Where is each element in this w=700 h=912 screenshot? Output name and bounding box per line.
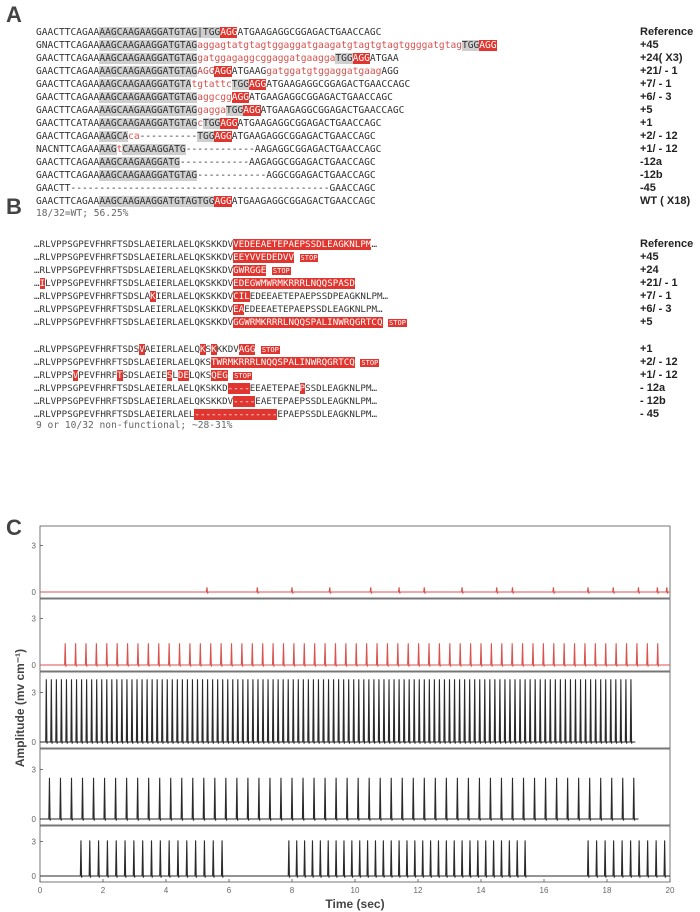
y-tick-label: 0 [32, 588, 37, 597]
stop-badge: STOP [271, 267, 291, 275]
dna-seq-plus45: GNACTTCAGAAAAGCAAGAAGGATGTAGaggagtatgtag… [36, 40, 497, 51]
protein-label: +5 [640, 316, 653, 328]
stop-badge: STOP [388, 319, 407, 327]
protein-label: +1 [640, 343, 653, 355]
trace-panel-frame [39, 748, 671, 826]
trace-line [40, 777, 639, 821]
dna-seq-plus21: GAACTTCAGAAAAGCAAGAAGGATGTAGAGGAGGATGAAG… [36, 66, 399, 77]
trace-panel-frame [39, 598, 671, 672]
y-tick-label: 3 [32, 766, 37, 775]
dna-seq-plus7: GAACTTCAGAAAAGCAAGAAGGATGTAtgtattcTGGAGG… [36, 79, 411, 90]
x-tick-label: 10 [351, 886, 360, 895]
dna-seq-minus12b: GAACTTCAGAAAAGCAAGAAGGATGTAG------------… [36, 170, 376, 181]
allele-label: WT ( X18) [640, 195, 691, 207]
dna-seq-plus24: GAACTTCAGAAAAGCAAGAAGGATGTAGgatggagaggcg… [36, 53, 399, 64]
protein-seq-minus12b: …RLVPPSGPEVFHRFTSDSLAEIERLAELQKSKKDV----… [34, 396, 377, 407]
protein-seq-plus24: …RLVPPSGPEVFHRFTSDSLAEIERLAELQKSKKDVGWRG… [34, 265, 291, 276]
allele-label: Reference [640, 26, 694, 38]
panel-letter-a: A [6, 2, 22, 27]
allele-label: -12a [640, 156, 663, 168]
protein-label: - 45 [640, 408, 659, 420]
panel-letter-c: C [6, 515, 22, 540]
protein-label: - 12a [640, 382, 666, 394]
dna-seq-plus2-minus12: GAACTTCAGAAAAGCAca----------TGGAGGATGAAG… [36, 131, 376, 142]
y-tick-label: 3 [32, 542, 37, 551]
x-tick-label: 16 [540, 886, 549, 895]
y-tick-label: 0 [32, 872, 37, 881]
trace-line [40, 587, 670, 594]
x-tick-label: 20 [666, 886, 675, 895]
y-tick-label: 3 [32, 615, 37, 624]
allele-label: +1 [640, 117, 653, 129]
dna-seq-reference: GAACTTCAGAAAAGCAAGAAGGATGTAG|TGGAGGATGAA… [36, 27, 382, 38]
allele-label: -12b [640, 169, 663, 181]
trace-panel-frame [39, 671, 671, 749]
dna-seq-plus6: GAACTTCAGAAAAGCAAGAAGGATGTAGaggcggAGGATG… [36, 92, 393, 103]
dna-seq-plus1: GAACTTCATAAAAGCAAGAAGGATGTAGcTGGAGGATGAA… [36, 118, 382, 129]
x-tick-label: 0 [38, 886, 43, 895]
y-tick-label: 0 [32, 661, 37, 670]
allele-label: +2/ - 12 [640, 130, 678, 142]
protein-seq-plus7: …RLVPPSGPEVFHRFTSDSLAKIERLAELQKSKKDVCILE… [34, 291, 389, 302]
protein-label: +2/ - 12 [640, 356, 678, 368]
trace-line [40, 679, 636, 744]
protein-label: +21/ - 1 [640, 277, 678, 289]
protein-seq-plus45: …RLVPPSGPEVFHRFTSDSLAEIERLAELQKSKKDVEEYV… [34, 252, 319, 263]
x-tick-label: 14 [477, 886, 486, 895]
allele-label: +1/ - 12 [640, 143, 678, 155]
trace-panel-frame [39, 525, 671, 599]
panel-b-footer: 9 or 10/32 non-functional; ~28-31% [36, 420, 233, 431]
x-tick-label: 18 [603, 886, 612, 895]
protein-seq-minus12a: …RLVPPSGPEVFHRFTSDSLAEIERLAELQKSKKD----E… [34, 383, 378, 394]
x-tick-label: 2 [101, 886, 106, 895]
allele-label: +45 [640, 39, 659, 51]
protein-seq-plus2-minus12: …RLVPPSGPEVFHRFTSDSLAEIERLAELQKSTWRMKRRR… [34, 357, 380, 368]
protein-label: Reference [640, 238, 694, 250]
dna-seq-minus12a: GAACTTCAGAAAAGCAAGAAGGATG------------AAG… [36, 157, 376, 168]
y-tick-label: 0 [32, 815, 37, 824]
y-tick-label: 0 [32, 738, 37, 747]
protein-seq-minus45: …RLVPPSGPEVFHRFTSDSLAEIERLAEL-----------… [34, 409, 377, 420]
y-axis-label: Amplitude (mv cm⁻¹) [13, 649, 27, 767]
protein-seq-plus5: …RLVPPSGPEVFHRFTSDSLAEIERLAELQKSKKDVGGWR… [34, 317, 407, 328]
allele-label: +24( X3) [640, 52, 683, 64]
allele-label: +21/ - 1 [640, 65, 678, 77]
stop-badge: STOP [233, 372, 253, 380]
stop-badge: STOP [360, 359, 380, 367]
protein-label: +7/ - 1 [640, 290, 672, 302]
dna-seq-wt: GAACTTCAGAAAAGCAAGAAGGATGTAGTGGAGGATGAAG… [36, 196, 376, 207]
x-tick-label: 12 [414, 886, 423, 895]
protein-label: +1/ - 12 [640, 369, 678, 381]
protein-label: +6/ - 3 [640, 303, 672, 315]
y-tick-label: 3 [32, 689, 37, 698]
dna-seq-plus5: GAACTTCAGAAAAGCAAGAAGGATGTAGgaggaTGGAGGA… [36, 105, 405, 116]
protein-seq-plus21: …ILVPPSGPEVFHRFTSDSLAEIERLAELQKSKKDVEDEG… [34, 278, 355, 289]
protein-seq-reference: …RLVPPSGPEVFHRFTSDSLAEIERLAELQKSKKDVVEDE… [34, 239, 377, 250]
allele-label: +6/ - 3 [640, 91, 672, 103]
stop-badge: STOP [260, 346, 280, 354]
stop-badge: STOP [299, 254, 319, 262]
allele-label: +5 [640, 104, 653, 116]
protein-label: +45 [640, 251, 659, 263]
protein-label: +24 [640, 264, 659, 276]
panel-letter-b: B [6, 194, 22, 219]
dna-seq-minus45: GAACTT----------------------------------… [36, 183, 376, 194]
ecg-traces-chart: 0 3 0 3 0 3 0 3 0 3 0 2 4 6 8 10 12 14 16 18 20 Time (sec) Amp… [13, 525, 675, 911]
protein-seq-plus1-minus12: …RLVPPSVPEVFHRFTSDSLAEIESLDELQKSQEG STOP [34, 370, 253, 381]
x-tick-label: 4 [164, 886, 169, 895]
trace-line [40, 840, 670, 878]
protein-seq-plus1: …RLVPPSGPEVFHRFTSDSVAEIERLAELQKSKKKDVAGG… [34, 344, 280, 355]
protein-seq-plus6: …RLVPPSGPEVFHRFTSDSLAEIERLAELQKSKKDVEAED… [34, 304, 383, 315]
allele-label: -45 [640, 182, 656, 194]
x-axis-label: Time (sec) [325, 897, 384, 911]
allele-label: +7/ - 1 [640, 78, 672, 90]
dna-seq-plus1-minus12: NACNTTCAGAAAAGtCAAGAAGGATG------------AA… [36, 144, 382, 155]
panel-a-footer: 18/32=WT; 56.25% [36, 208, 129, 219]
protein-label: - 12b [640, 395, 666, 407]
x-tick-label: 6 [227, 886, 232, 895]
x-tick-label: 8 [290, 886, 295, 895]
trace-line [40, 643, 670, 667]
y-tick-label: 3 [32, 838, 37, 847]
